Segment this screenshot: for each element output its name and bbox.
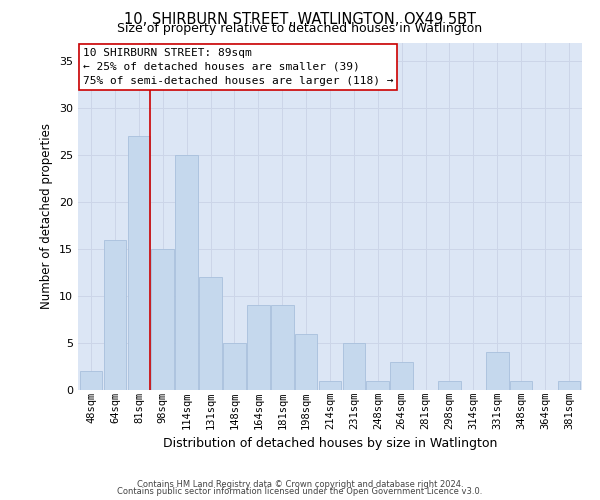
Text: Contains public sector information licensed under the Open Government Licence v3: Contains public sector information licen… [118, 488, 482, 496]
Bar [557, 380, 580, 390]
Bar [80, 371, 103, 390]
Bar [223, 343, 246, 390]
Text: Size of property relative to detached houses in Watlington: Size of property relative to detached ho… [118, 22, 482, 35]
Bar [319, 380, 341, 390]
X-axis label: Distribution of detached houses by size in Watlington: Distribution of detached houses by size … [163, 437, 497, 450]
Bar [367, 380, 389, 390]
Bar [510, 380, 532, 390]
Bar [199, 278, 222, 390]
Bar [295, 334, 317, 390]
Bar [438, 380, 461, 390]
Bar [128, 136, 150, 390]
Bar [175, 155, 198, 390]
Bar [104, 240, 127, 390]
Bar [247, 306, 269, 390]
Y-axis label: Number of detached properties: Number of detached properties [40, 123, 53, 309]
Bar [343, 343, 365, 390]
Bar [271, 306, 293, 390]
Bar [151, 249, 174, 390]
Bar [486, 352, 509, 390]
Text: Contains HM Land Registry data © Crown copyright and database right 2024.: Contains HM Land Registry data © Crown c… [137, 480, 463, 489]
Text: 10 SHIRBURN STREET: 89sqm
← 25% of detached houses are smaller (39)
75% of semi-: 10 SHIRBURN STREET: 89sqm ← 25% of detac… [83, 48, 394, 86]
Text: 10, SHIRBURN STREET, WATLINGTON, OX49 5BT: 10, SHIRBURN STREET, WATLINGTON, OX49 5B… [124, 12, 476, 26]
Bar [391, 362, 413, 390]
